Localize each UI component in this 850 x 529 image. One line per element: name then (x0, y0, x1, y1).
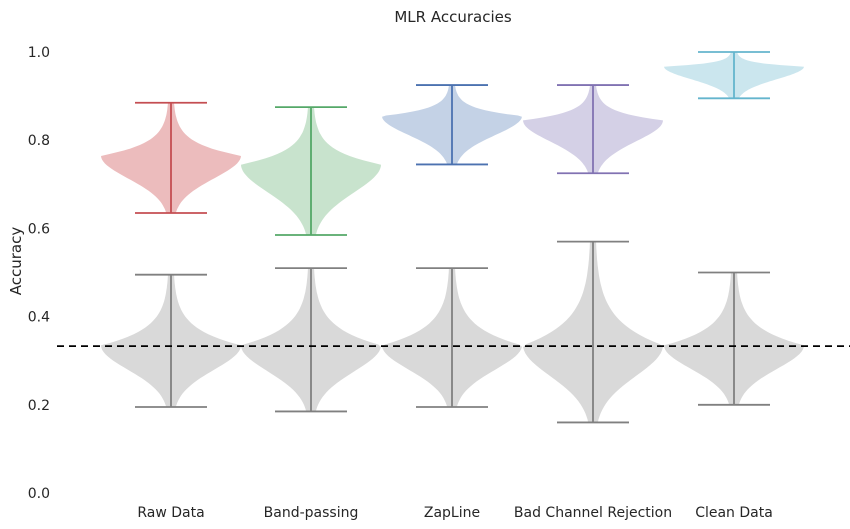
x-tick-label: Raw Data (137, 505, 204, 521)
y-tick-label: 0.2 (28, 398, 50, 414)
y-tick-label: 0.4 (28, 310, 50, 326)
y-tick-label: 0.0 (28, 486, 50, 502)
chart-title: MLR Accuracies (394, 8, 511, 26)
y-axis-label: Accuracy (7, 227, 25, 296)
y-tick-label: 0.6 (28, 221, 50, 237)
x-tick-label: Band-passing (264, 505, 359, 521)
y-tick-label: 1.0 (28, 45, 50, 61)
x-tick-label: Clean Data (695, 505, 773, 521)
x-tick-label: Bad Channel Rejection (514, 505, 672, 521)
x-ticks: Raw Data Band-passing ZapLine Bad Channel R… (137, 505, 772, 521)
y-tick-label: 0.8 (28, 133, 50, 149)
x-tick-label: ZapLine (424, 505, 480, 521)
violins (101, 51, 804, 424)
y-ticks: 0.0 0.2 0.4 0.6 0.8 1.0 (28, 45, 50, 502)
